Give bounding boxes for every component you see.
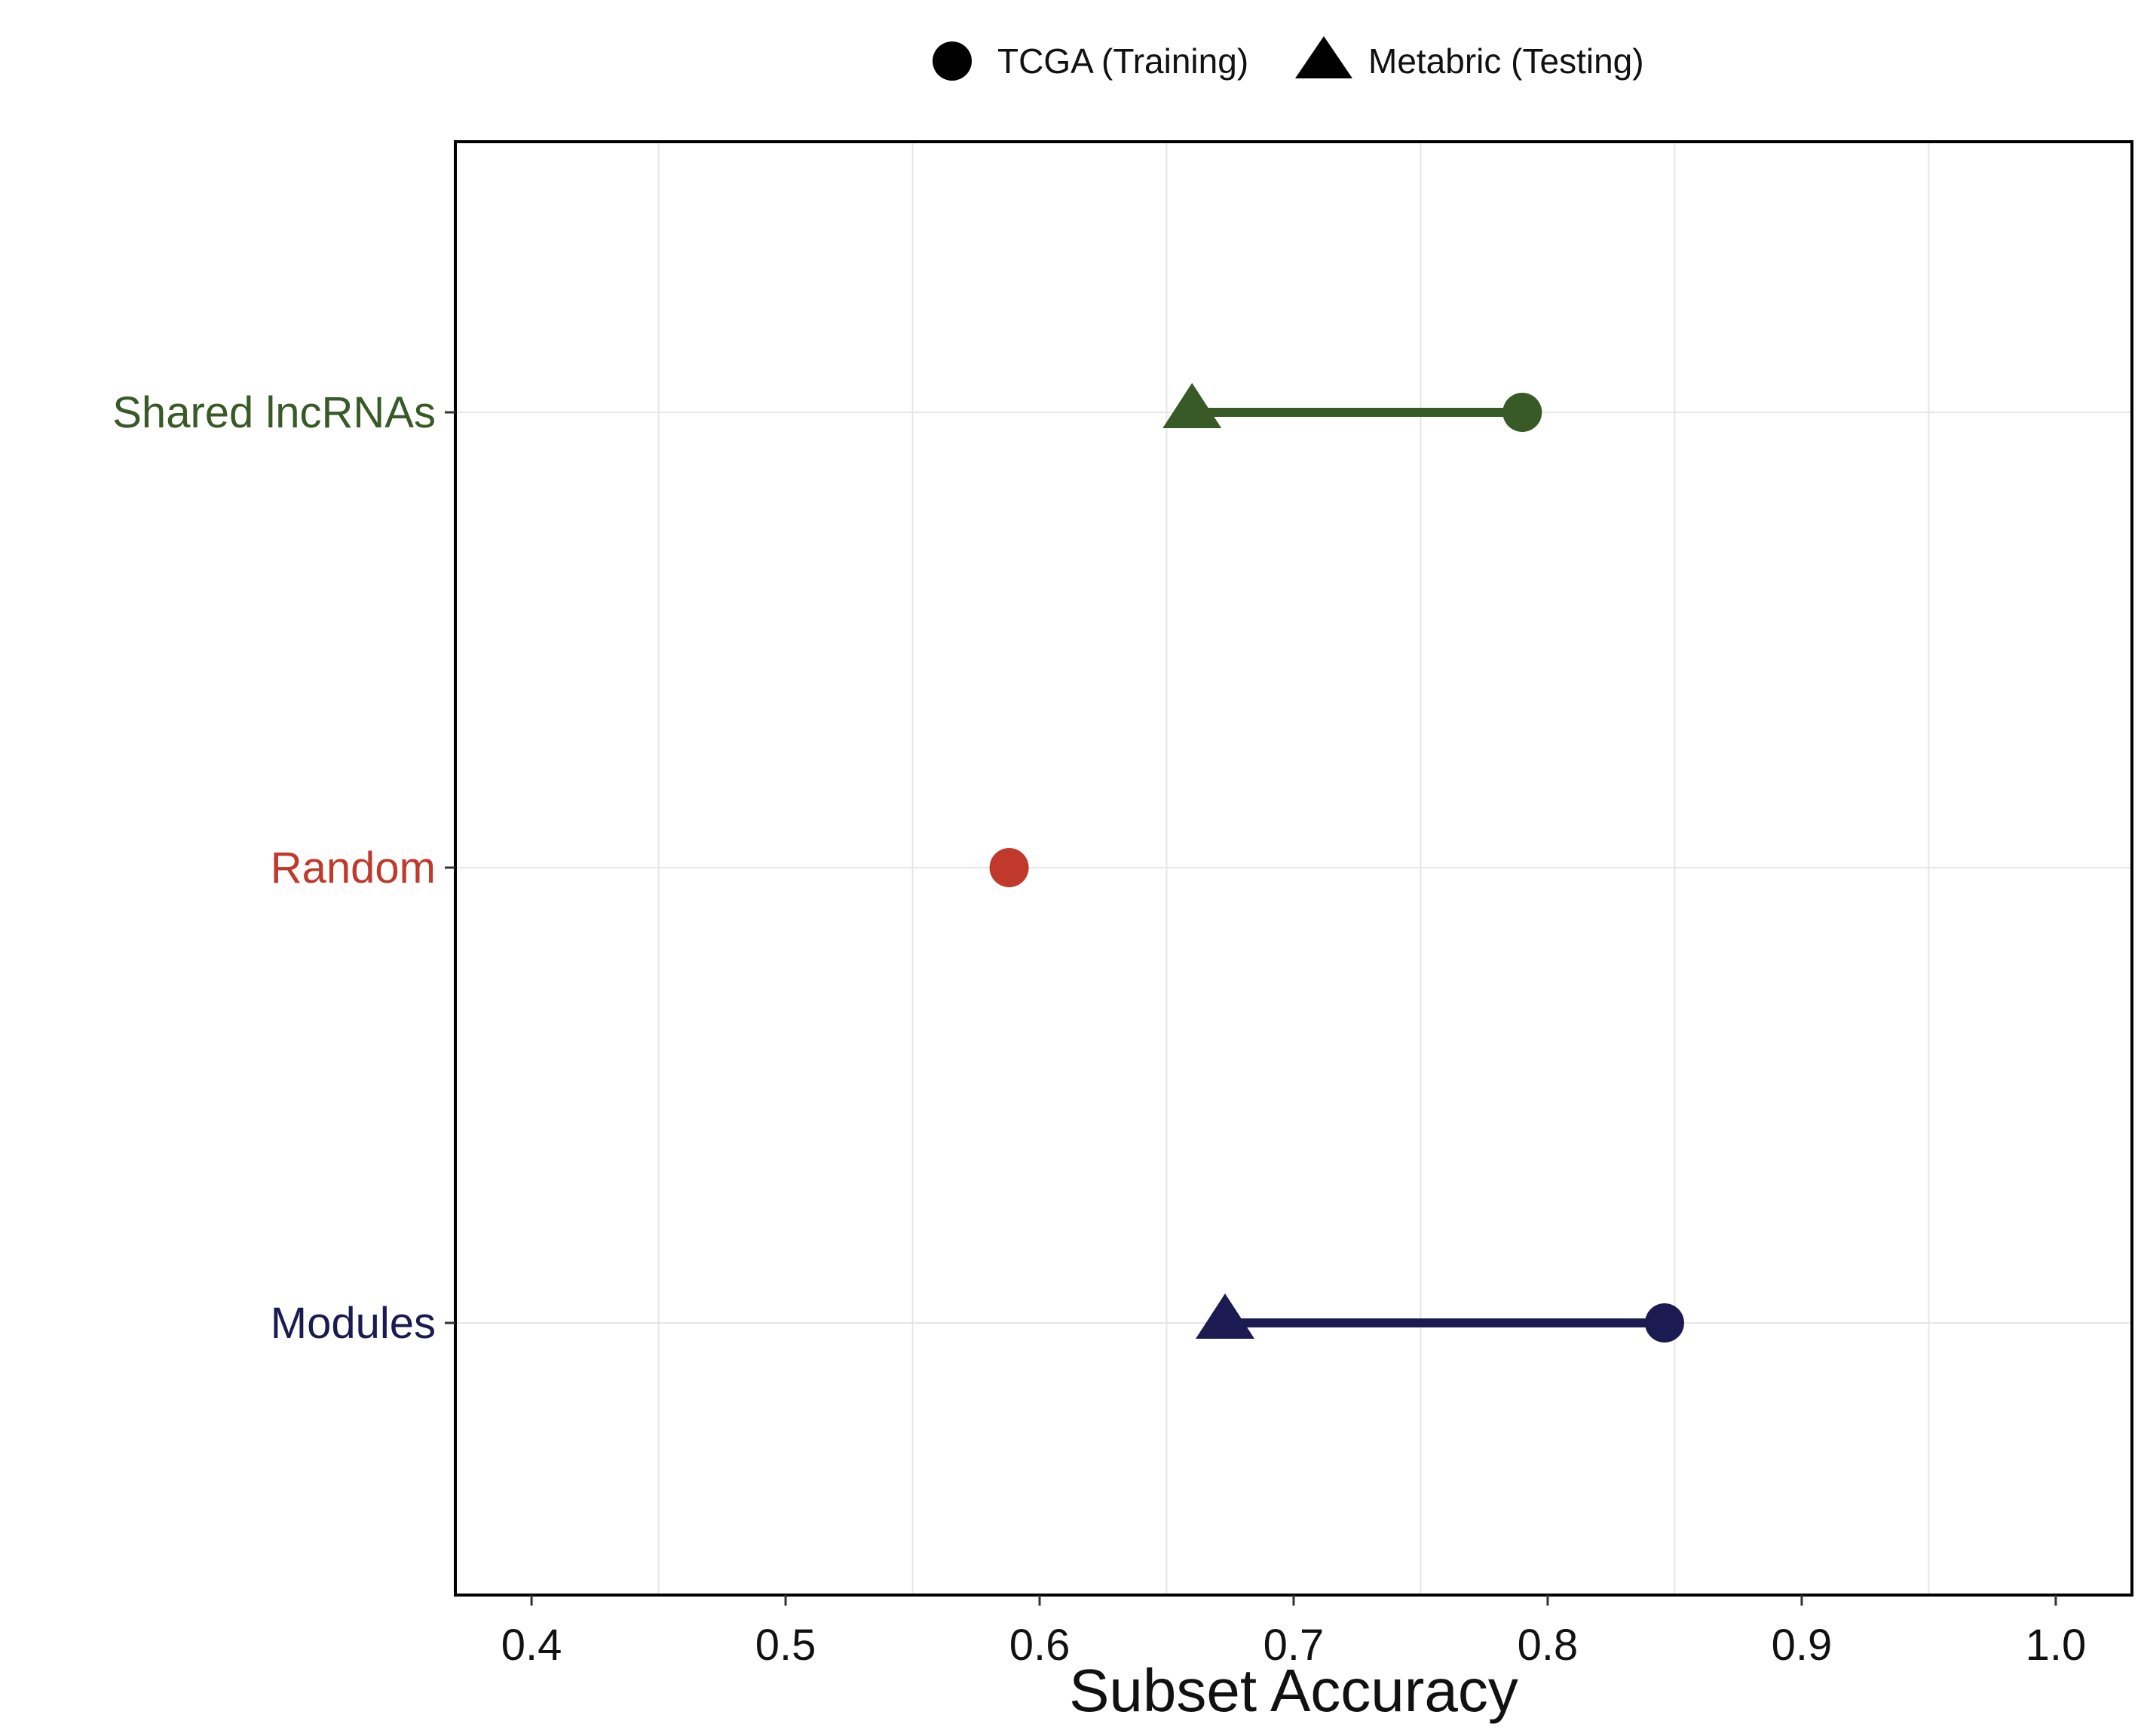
y-category-label: Shared lncRNAs (112, 388, 436, 437)
tcga-point (989, 848, 1029, 887)
x-axis-title: Subset Accuracy (1069, 1657, 1518, 1724)
legend-triangle-icon (1295, 36, 1352, 78)
legend-label-metabric: Metabric (Testing) (1368, 41, 1644, 81)
metabric-point (1196, 1294, 1255, 1339)
data-points (989, 383, 1684, 1343)
y-category-label: Modules (271, 1299, 436, 1348)
x-tick-label: 0.8 (1518, 1621, 1579, 1670)
legend-label-tcga: TCGA (Training) (997, 41, 1248, 81)
legend-circle-icon (933, 41, 972, 81)
x-tick-label: 0.6 (1009, 1621, 1070, 1670)
x-tick-label: 0.4 (501, 1621, 562, 1670)
y-category-label: Random (271, 844, 436, 892)
legend: TCGA (Training) Metabric (Testing) (933, 36, 1644, 81)
x-axis-ticks: 0.4 0.5 0.6 0.7 0.8 0.9 1.0 (501, 1595, 2086, 1670)
x-tick-label: 0.5 (755, 1621, 816, 1670)
x-tick-label: 1.0 (2026, 1621, 2087, 1670)
x-tick-label: 0.7 (1263, 1621, 1325, 1670)
y-axis-labels: Shared lncRNAs Random Modules (112, 388, 455, 1348)
dumbbell-segments (1192, 408, 1665, 1327)
metabric-point (1162, 383, 1222, 428)
x-tick-label: 0.9 (1772, 1621, 1833, 1670)
tcga-point (1502, 393, 1542, 432)
tcga-point (1644, 1303, 1684, 1343)
gridlines (455, 142, 2132, 1595)
